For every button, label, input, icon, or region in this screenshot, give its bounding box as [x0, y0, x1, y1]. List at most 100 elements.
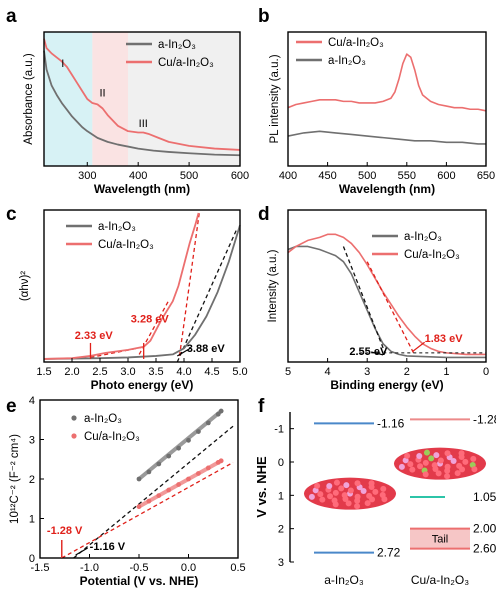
panel-d-x-tick-label: 5 — [285, 366, 291, 378]
panel-b-y-axis-label: PL intensity (a.u.) — [269, 54, 281, 143]
panel-e-annotation-1-28: -1.28 V — [47, 525, 83, 537]
panel-e-x-tick-label: -1.0 — [80, 562, 99, 574]
panel-d-annotation-1-83: 1.83 eV — [425, 333, 464, 345]
panel-f-level-label: 2.72 — [377, 546, 401, 560]
panel-f-atom — [342, 495, 349, 502]
panel-f-atom — [444, 467, 451, 474]
panel-d-y-axis-label: Intensity (a.u.) — [267, 249, 279, 322]
panel-f-atom — [364, 500, 371, 507]
panel-f-atom — [338, 485, 345, 492]
panel-c-x-tick-label: 3.0 — [120, 366, 135, 378]
panel-f-atom — [332, 489, 339, 496]
panel-letter-d: d — [258, 204, 270, 225]
panel-c-x-tick-label: 3.5 — [148, 366, 163, 378]
panel-letter-a: a — [6, 6, 17, 27]
panel-a-legend-entry: Cu/a-In₂O₃ — [158, 57, 214, 69]
panel-c-tangent-doped-3 — [90, 346, 145, 359]
panel-e-x-axis-label: Potential (V vs. NHE) — [80, 574, 199, 588]
panel-f-atom — [433, 452, 440, 459]
panel-f-y-tick-label: -1 — [274, 424, 284, 436]
panel-d-x-tick-label: 0 — [483, 366, 489, 378]
panel-f-atom — [332, 501, 339, 508]
panel-f-atom — [432, 465, 439, 472]
panel-e-y-tick-label: 0 — [29, 553, 35, 565]
panel-e-y-tick-label: 2 — [29, 474, 35, 486]
panel-f-y-tick-label: 2 — [278, 524, 284, 536]
panel-f-atom — [345, 500, 352, 507]
panel-e-annotation-1-16: -1.16 V — [90, 541, 126, 553]
panel-d-x-tick-label: 2 — [404, 366, 410, 378]
panel-e-x-tick-label: 0.5 — [230, 562, 245, 574]
panel-f-atom — [444, 473, 451, 480]
panel-letter-b: b — [258, 6, 270, 27]
panel-f-column-label: a-In₂O₃ — [324, 573, 364, 587]
panel-a-legend-entry: a-In₂O₃ — [158, 39, 196, 51]
panel-c-annotation-2-33: 2.33 eV — [75, 330, 114, 342]
panel-e-arrow-1-16 — [75, 547, 88, 556]
panel-e-fit-line-1 — [61, 461, 234, 559]
panel-b-plot-frame — [287, 31, 487, 167]
panel-f-atom — [407, 461, 414, 468]
panel-b-x-tick-label: 650 — [477, 170, 495, 182]
panel-letter-c: c — [6, 204, 17, 225]
panel-c-annotation-3-28: 3.28 eV — [131, 313, 170, 325]
panel-f-atom — [459, 466, 466, 473]
panel-f-atom — [462, 458, 469, 465]
panel-f-atom — [308, 493, 315, 500]
panel-a-x-tick-label: 400 — [129, 170, 147, 182]
panel-a-x-tick-label: 500 — [180, 170, 198, 182]
panel-letter-e: e — [6, 396, 17, 417]
panel-f-atom — [333, 479, 340, 486]
panel-f-atom — [326, 483, 333, 490]
panel-f-atom — [372, 488, 379, 495]
panel-f-atom — [444, 450, 451, 457]
panel-e-x-tick-label: -1.5 — [31, 562, 50, 574]
panel-f-atom — [347, 487, 354, 494]
panel-c-tangent-pristine — [176, 227, 238, 363]
panel-b-x-tick-label: 400 — [279, 170, 297, 182]
panel-d-tangent-doped — [366, 261, 415, 354]
panel-f-y-tick-label: 0 — [278, 457, 284, 469]
panel-f-level-label: 2.00 — [473, 522, 496, 536]
panel-d-series-1-line — [287, 233, 486, 356]
panel-a-x-tick-label: 300 — [78, 170, 96, 182]
panel-b-pl-chart: 400 450 500 550 600 650 Wavelength (nm) PL inte… — [269, 31, 495, 196]
panel-f-atom — [354, 503, 361, 510]
panel-f-atom — [380, 485, 387, 492]
panel-c-x-tick-label: 4.5 — [204, 366, 219, 378]
panel-f-atom — [354, 497, 361, 504]
panel-e-y-tick-label: 1 — [29, 514, 35, 526]
panel-f-atom — [317, 491, 324, 498]
panel-a-series-1-line — [43, 38, 241, 151]
panel-a-spectral-region — [92, 32, 128, 166]
panel-f-atom — [437, 457, 444, 464]
panel-d-arrow-1-83 — [412, 341, 425, 352]
panel-f-band-diagram: -1 0 1 2 3 V vs. NHE Tail -1.16 2.72 -1.28 1.05 2.0… — [254, 412, 496, 587]
panel-f-atom — [327, 493, 334, 500]
panel-e-series-0-band — [137, 409, 224, 481]
panel-f-atom — [422, 471, 429, 478]
panel-b-series-1-line — [287, 130, 486, 145]
panel-e-y-tick-label: 4 — [29, 395, 35, 407]
panel-c-x-tick-label: 1.5 — [36, 366, 51, 378]
panel-f-level-label: -1.28 — [473, 412, 496, 426]
panel-letter-f: f — [258, 396, 265, 417]
panel-e-mott-schottky-chart: -1.5 -1.0 -0.5 0.0 0.5 0 1 2 3 4 Potential (V vs. … — [9, 395, 246, 588]
panel-b-x-tick-label: 600 — [437, 170, 455, 182]
panel-c-x-tick-label: 2.0 — [64, 366, 79, 378]
panel-e-y-tick-label: 3 — [29, 435, 35, 447]
panel-e-x-tick-label: 0.0 — [181, 562, 196, 574]
panel-f-atom — [470, 455, 477, 462]
panel-c-annotation-3-88: 3.88 eV — [187, 343, 226, 355]
panel-f-atom — [428, 455, 435, 462]
panel-f-atom — [319, 496, 326, 503]
panel-b-x-tick-label: 450 — [318, 170, 336, 182]
panel-e-legend-entry: a-In₂O₃ — [84, 413, 122, 425]
panel-f-atom — [422, 459, 429, 466]
panel-d-x-tick-label: 4 — [325, 366, 331, 378]
panel-d-annotation-2-55: 2.55 eV — [349, 346, 388, 358]
panel-f-tail-region — [410, 528, 470, 549]
panel-b-x-tick-label: 500 — [358, 170, 376, 182]
panel-f-y-tick-label: 3 — [278, 557, 284, 569]
panel-d-arrow-2-55 — [371, 351, 384, 356]
